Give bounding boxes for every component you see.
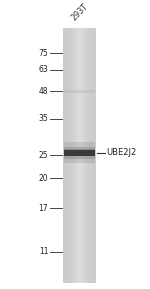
Text: UBE2J2: UBE2J2	[106, 148, 136, 157]
Bar	[64, 142, 95, 163]
Bar	[64, 149, 95, 155]
Text: 20: 20	[39, 174, 48, 183]
Text: 35: 35	[39, 114, 48, 123]
Bar	[64, 149, 95, 156]
Text: 25: 25	[39, 151, 48, 160]
Text: 75: 75	[39, 49, 48, 58]
Text: 63: 63	[39, 65, 48, 74]
Text: 48: 48	[39, 87, 48, 96]
Bar	[64, 90, 95, 93]
Text: 293T: 293T	[69, 2, 90, 22]
Text: 17: 17	[39, 204, 48, 213]
Text: 11: 11	[39, 247, 48, 256]
Bar	[64, 147, 95, 158]
